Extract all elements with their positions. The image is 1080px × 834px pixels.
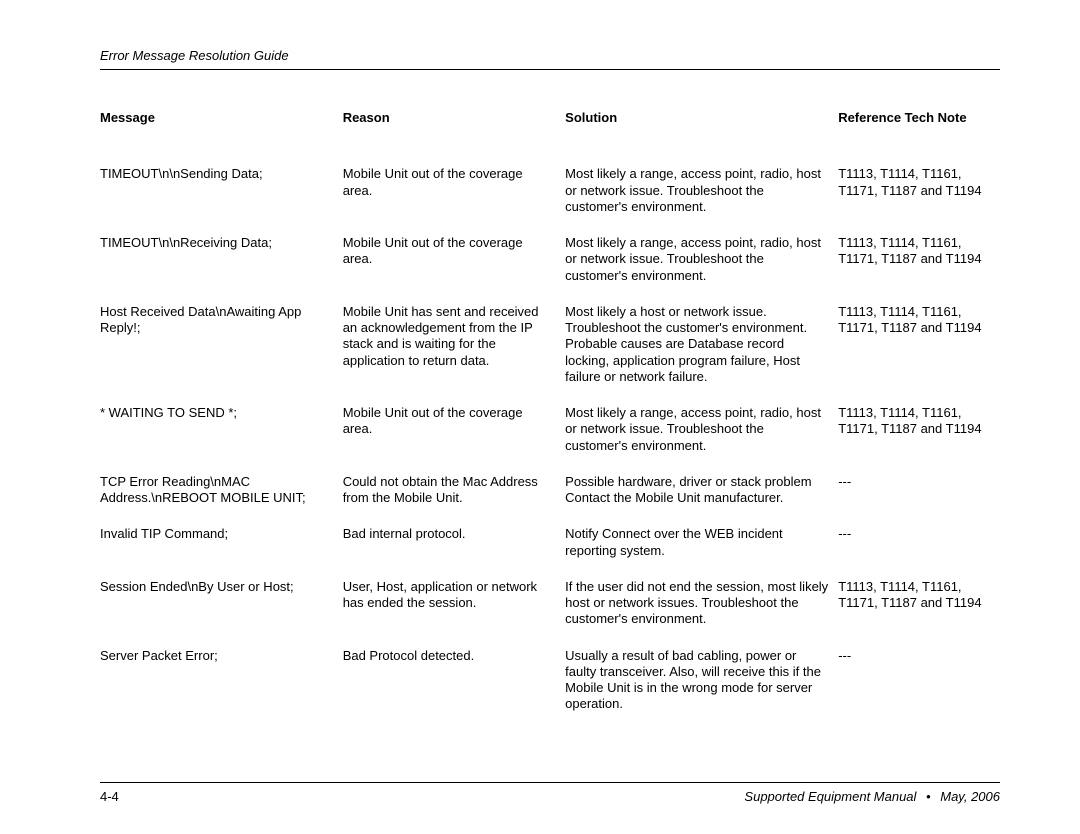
bullet-separator: •: [926, 789, 931, 804]
cell-ref: T1113, T1114, T1161, T1171, T1187 and T1…: [838, 166, 1000, 235]
cell-ref: ---: [838, 648, 1000, 733]
cell-ref: T1113, T1114, T1161, T1171, T1187 and T1…: [838, 235, 1000, 304]
cell-ref: ---: [838, 474, 1000, 527]
cell-reason: Bad internal protocol.: [343, 526, 565, 579]
cell-ref: T1113, T1114, T1161, T1171, T1187 and T1…: [838, 579, 1000, 648]
col-header-message: Message: [100, 110, 343, 166]
cell-ref: T1113, T1114, T1161, T1171, T1187 and T1…: [838, 405, 1000, 474]
table-row: Session Ended\nBy User or Host; User, Ho…: [100, 579, 1000, 648]
table-header-row: Message Reason Solution Reference Tech N…: [100, 110, 1000, 166]
col-header-ref: Reference Tech Note: [838, 110, 1000, 166]
cell-ref: T1113, T1114, T1161, T1171, T1187 and T1…: [838, 304, 1000, 405]
cell-solution: Most likely a range, access point, radio…: [565, 235, 838, 304]
page-header: Error Message Resolution Guide: [100, 48, 1000, 70]
col-header-solution: Solution: [565, 110, 838, 166]
cell-solution: Most likely a range, access point, radio…: [565, 166, 838, 235]
table-row: TIMEOUT\n\nSending Data; Mobile Unit out…: [100, 166, 1000, 235]
footer-date: May, 2006: [940, 789, 1000, 804]
cell-solution: Possible hardware, driver or stack probl…: [565, 474, 838, 527]
footer-right: Supported Equipment Manual • May, 2006: [744, 789, 1000, 804]
table-row: Server Packet Error; Bad Protocol detect…: [100, 648, 1000, 733]
cell-message: Invalid TIP Command;: [100, 526, 343, 579]
cell-message: Host Received Data\nAwaiting App Reply!;: [100, 304, 343, 405]
cell-message: Session Ended\nBy User or Host;: [100, 579, 343, 648]
cell-reason: Mobile Unit has sent and received an ack…: [343, 304, 565, 405]
document-page: Error Message Resolution Guide Message R…: [0, 0, 1080, 834]
footer-page-number: 4-4: [100, 789, 119, 804]
cell-solution: If the user did not end the session, mos…: [565, 579, 838, 648]
cell-reason: Bad Protocol detected.: [343, 648, 565, 733]
footer-manual-title: Supported Equipment Manual: [744, 789, 916, 804]
table-row: Host Received Data\nAwaiting App Reply!;…: [100, 304, 1000, 405]
page-footer: 4-4 Supported Equipment Manual • May, 20…: [100, 782, 1000, 804]
cell-reason: User, Host, application or network has e…: [343, 579, 565, 648]
cell-solution: Usually a result of bad cabling, power o…: [565, 648, 838, 733]
col-header-reason: Reason: [343, 110, 565, 166]
table-row: * WAITING TO SEND *; Mobile Unit out of …: [100, 405, 1000, 474]
header-title: Error Message Resolution Guide: [100, 48, 289, 63]
cell-message: * WAITING TO SEND *;: [100, 405, 343, 474]
cell-solution: Most likely a range, access point, radio…: [565, 405, 838, 474]
table-row: TCP Error Reading\nMAC Address.\nREBOOT …: [100, 474, 1000, 527]
table-row: Invalid TIP Command; Bad internal protoc…: [100, 526, 1000, 579]
cell-message: TIMEOUT\n\nSending Data;: [100, 166, 343, 235]
table-body: TIMEOUT\n\nSending Data; Mobile Unit out…: [100, 166, 1000, 732]
cell-message: Server Packet Error;: [100, 648, 343, 733]
cell-message: TIMEOUT\n\nReceiving Data;: [100, 235, 343, 304]
error-message-table: Message Reason Solution Reference Tech N…: [100, 110, 1000, 733]
table-row: TIMEOUT\n\nReceiving Data; Mobile Unit o…: [100, 235, 1000, 304]
cell-reason: Could not obtain the Mac Address from th…: [343, 474, 565, 527]
cell-reason: Mobile Unit out of the coverage area.: [343, 166, 565, 235]
cell-message: TCP Error Reading\nMAC Address.\nREBOOT …: [100, 474, 343, 527]
cell-solution: Notify Connect over the WEB incident rep…: [565, 526, 838, 579]
cell-reason: Mobile Unit out of the coverage area.: [343, 405, 565, 474]
cell-ref: ---: [838, 526, 1000, 579]
cell-reason: Mobile Unit out of the coverage area.: [343, 235, 565, 304]
cell-solution: Most likely a host or network issue. Tro…: [565, 304, 838, 405]
